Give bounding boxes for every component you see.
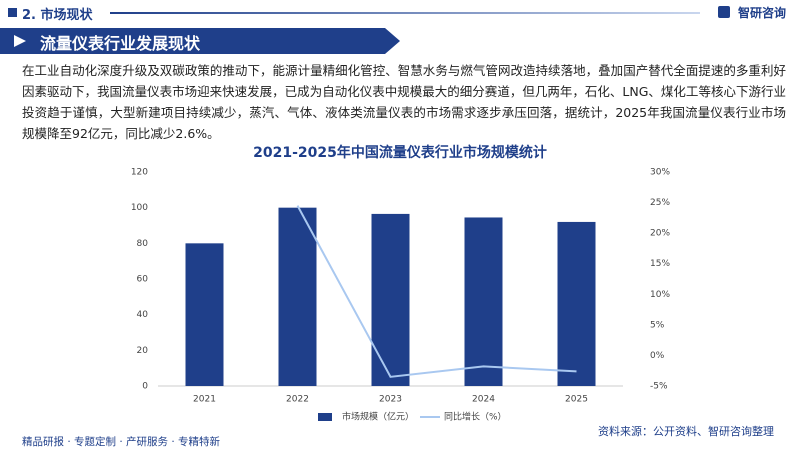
legend-swatch: [318, 413, 332, 421]
legend-label: 市场规模（亿元）: [342, 411, 414, 423]
x-tick-label: 2022: [286, 395, 309, 405]
x-tick-label: 2024: [472, 395, 495, 405]
bar: [185, 243, 224, 386]
y-tick-label: 40: [137, 310, 149, 320]
y-tick-label: 60: [137, 275, 149, 285]
header-decor: [8, 6, 730, 18]
legend-label: 同比增长（%）: [444, 411, 507, 423]
chart: 2021-2025年中国流量仪表行业市场规模统计 0 20 40 60 80 100 120…: [131, 144, 671, 423]
x-tick-label: 2021: [193, 395, 216, 405]
y-tick-label: 80: [137, 239, 149, 249]
y2-tick-label: 10%: [650, 290, 670, 300]
logo-icon: [718, 6, 730, 18]
bar: [371, 213, 410, 386]
y2-tick-label: 5%: [650, 320, 665, 330]
y2-tick-label: 0%: [650, 351, 665, 361]
y-tick-label: 0: [142, 382, 148, 392]
banner-icon: [14, 35, 26, 47]
title-banner: [0, 28, 400, 54]
bar: [278, 207, 317, 386]
y-tick-label: 100: [131, 203, 148, 213]
section-label: 2. 市场现状: [22, 8, 93, 23]
y-tick-label: 20: [137, 346, 149, 356]
y2-tick-label: 25%: [650, 198, 670, 208]
footer: 精品研报 · 专题定制 · 产研服务 · 专精特新: [22, 436, 221, 448]
line: [296, 205, 577, 378]
slide-title: 流量仪表行业发展现状: [40, 34, 201, 53]
bar: [557, 221, 596, 386]
x-tick-label: 2025: [565, 395, 588, 405]
x-tick-label: 2023: [379, 395, 402, 405]
y2-tick-label: 30%: [650, 168, 670, 178]
logo-text: 智研咨询: [737, 6, 786, 20]
source: 资料来源：公开资料、智研咨询整理: [598, 425, 774, 438]
y2-tick-label: 15%: [650, 259, 670, 269]
bar: [464, 217, 503, 386]
body-text: 在工业自动化深度升级及双碳政策的推动下，能源计量精细化管控、智慧水务与燃气管网改…: [22, 63, 786, 141]
y-tick-label: 120: [131, 168, 148, 178]
y2-tick-label: -5%: [650, 382, 668, 392]
chart-title: 2021-2025年中国流量仪表行业市场规模统计: [253, 144, 547, 161]
section-icon: [8, 8, 17, 17]
header-rule: [110, 12, 700, 14]
y2-tick-label: 20%: [650, 229, 670, 239]
